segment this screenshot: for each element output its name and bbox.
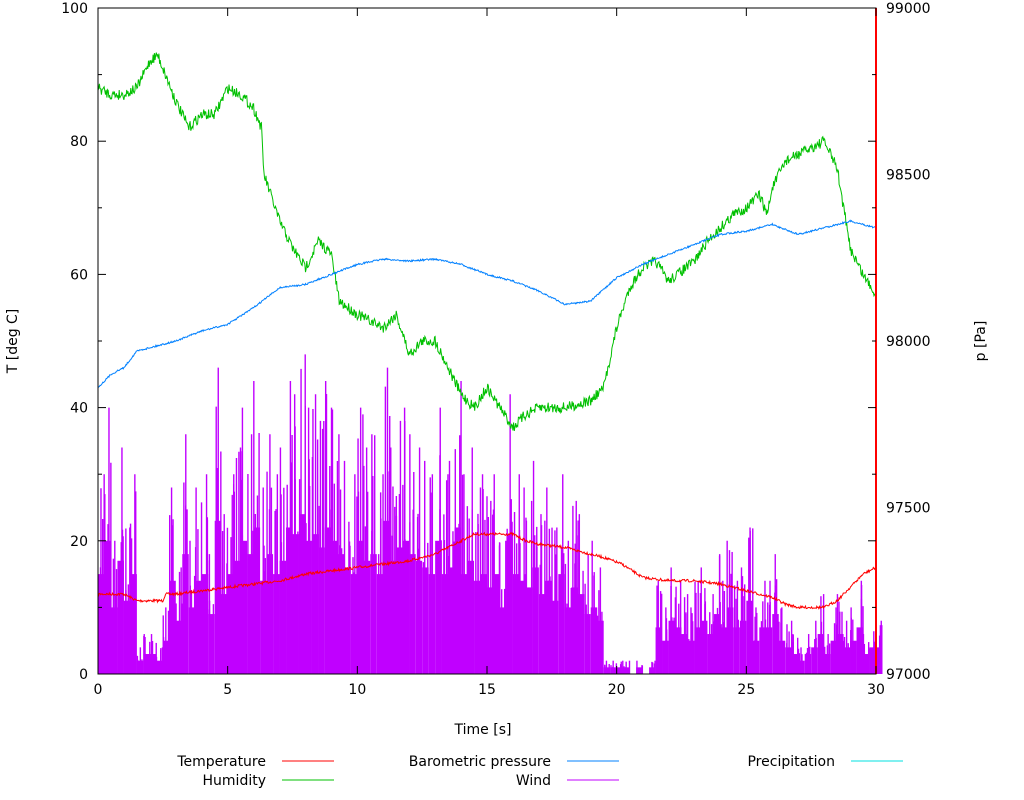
legend: Temperature Humidity Barometric pressure Wi… [176, 754, 903, 789]
line-series [97, 52, 877, 610]
wind-bar [234, 560, 241, 674]
barometric-pressure-line [97, 219, 877, 389]
wind-bar [863, 654, 870, 674]
wind-bar [279, 560, 287, 674]
wind-bar [123, 600, 131, 674]
wind-bar [156, 660, 163, 674]
y-tick-label: 40 [70, 401, 88, 417]
y2-tick-label: 97500 [886, 501, 931, 517]
wind-bar [318, 547, 325, 674]
x-axis-label: Time [s] [454, 722, 512, 738]
ticks: 0 5 10 15 20 25 30 0 20 40 60 80 100 97000 97500 98000 9… [61, 1, 930, 698]
legend-label: Humidity [203, 773, 266, 789]
wind-bar [519, 580, 526, 674]
wind-bar [856, 627, 864, 674]
legend-item-barometric-pressure: Barometric pressure [409, 754, 619, 770]
legend-item-temperature: Temperature [176, 754, 334, 770]
wind-bar [409, 554, 416, 674]
x-tick-label: 0 [94, 682, 103, 698]
y-axis-label: T [deg C] [5, 309, 21, 375]
y-tick-label: 20 [70, 534, 88, 550]
wind-bar [791, 654, 799, 674]
y-tick-label: 80 [70, 134, 88, 150]
legend-label: Temperature [176, 754, 266, 770]
wind-bar [298, 514, 306, 674]
wind-bar [830, 640, 838, 674]
wind-bar [448, 567, 455, 674]
wind-bar [344, 567, 351, 674]
x-tick-label: 15 [478, 682, 496, 698]
x-tick-label: 20 [608, 682, 626, 698]
wind-bar [208, 614, 215, 674]
y-tick-label: 60 [70, 267, 88, 283]
y2-tick-label: 97000 [886, 667, 931, 683]
wind-bar [402, 540, 410, 674]
wind-bar [616, 667, 624, 674]
wind-bar [499, 607, 507, 674]
wind-bar [707, 634, 714, 674]
wind-bar [247, 554, 254, 674]
x-tick-label: 30 [867, 682, 885, 698]
wind-bar [143, 654, 150, 674]
x-tick-label: 25 [737, 682, 755, 698]
wind-bar [577, 594, 585, 674]
wind-bar [130, 574, 137, 674]
wind-bar [467, 560, 475, 674]
wind-bar [383, 520, 390, 674]
wind-bar [532, 567, 539, 674]
wind-bar [525, 587, 533, 674]
y2-tick-label: 98000 [886, 334, 931, 350]
y2-tick-label: 99000 [886, 1, 931, 17]
legend-label: Wind [516, 773, 551, 789]
y-tick-label: 0 [79, 667, 88, 683]
x-tick-label: 5 [223, 682, 232, 698]
wind-bar [636, 667, 643, 674]
wind-bar [454, 527, 462, 674]
wind-bar [201, 574, 209, 674]
legend-item-wind: Wind [516, 773, 619, 789]
legend-label: Barometric pressure [409, 754, 551, 770]
humidity-line [97, 52, 877, 431]
wind-bar [435, 540, 442, 674]
wind-bar [493, 574, 500, 674]
temperature-line [97, 531, 877, 610]
y2-tick-label: 98500 [886, 168, 931, 184]
wind-series [98, 354, 883, 674]
wind-bar [286, 527, 293, 674]
legend-item-humidity: Humidity [203, 773, 334, 789]
y-tick-label: 100 [61, 1, 88, 17]
legend-item-precipitation: Precipitation [747, 754, 903, 770]
wind-bar [700, 620, 708, 674]
wind-bar [869, 647, 876, 674]
x-tick-label: 10 [348, 682, 366, 698]
wind-bar [324, 527, 332, 674]
y2-axis-label: p [Pa] [973, 321, 989, 362]
wind-bar [240, 540, 248, 674]
legend-label: Precipitation [747, 754, 835, 770]
